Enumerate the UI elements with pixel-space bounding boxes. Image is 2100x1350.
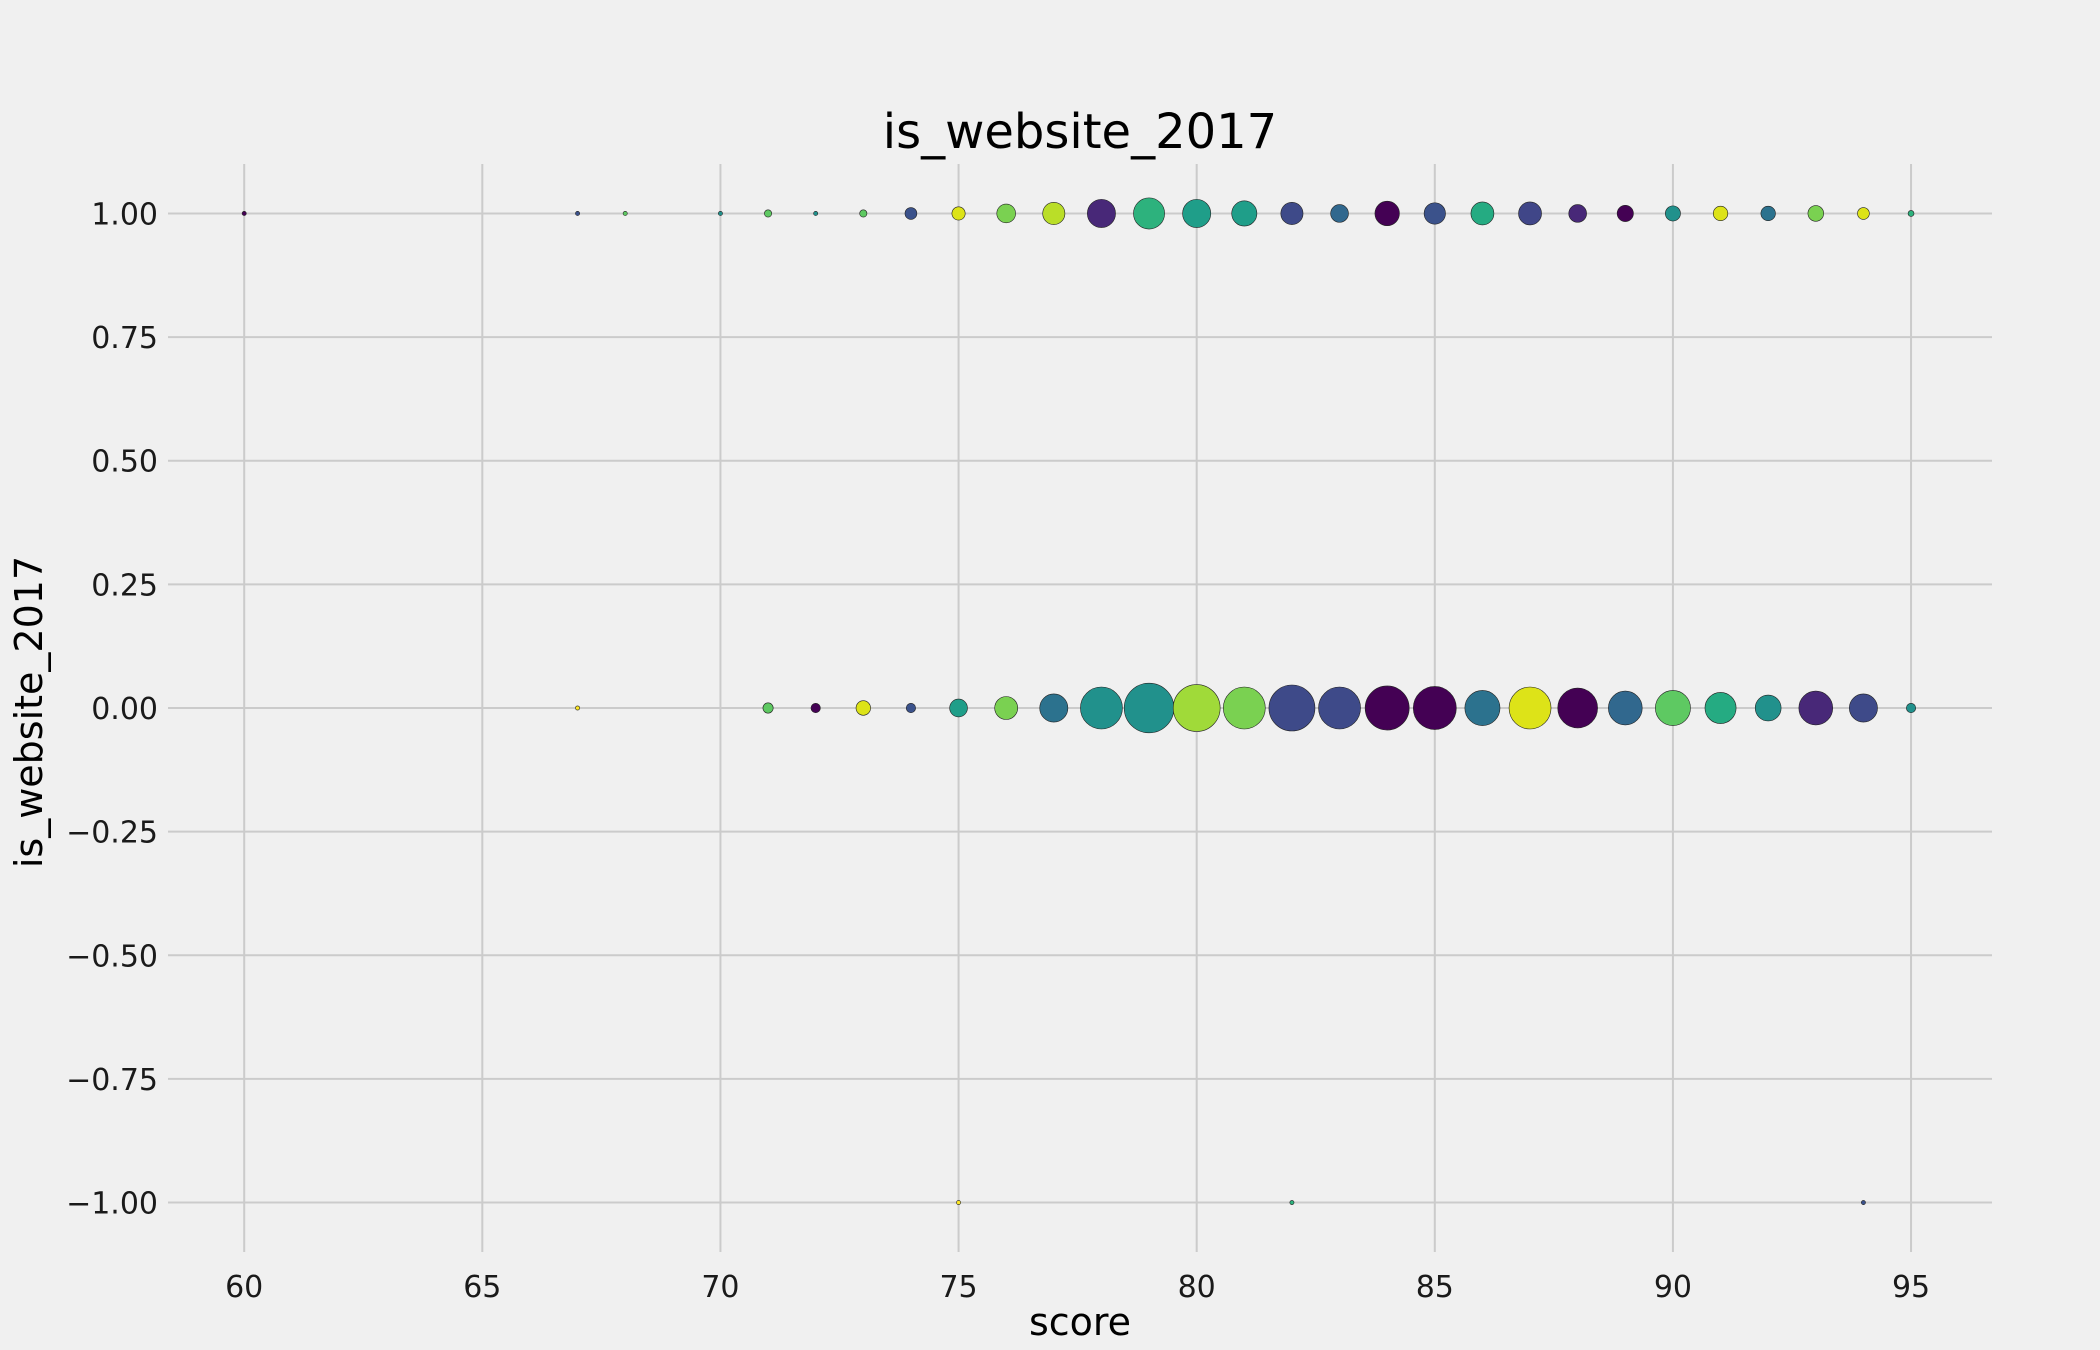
x-tick-label: 95 — [1892, 1270, 1930, 1305]
data-point — [1123, 682, 1175, 734]
y-axis-label: is_website_2017 — [7, 556, 51, 868]
y-tick-label: 0.50 — [91, 445, 158, 480]
chart-title: is_website_2017 — [883, 104, 1277, 160]
data-point — [1423, 202, 1446, 225]
data-point — [1907, 210, 1915, 217]
data-point — [1704, 692, 1737, 724]
data-point — [1080, 686, 1123, 730]
data-point — [1470, 201, 1495, 226]
data-point — [904, 207, 918, 220]
data-point — [1508, 686, 1552, 730]
data-point — [1268, 684, 1316, 732]
data-point — [241, 211, 247, 216]
data-point — [813, 211, 819, 216]
data-point — [1172, 684, 1221, 732]
data-point — [1754, 694, 1782, 722]
data-point — [1655, 690, 1691, 726]
data-point — [1557, 687, 1598, 729]
data-point — [994, 696, 1018, 720]
data-point — [1231, 200, 1258, 227]
data-point — [810, 703, 821, 713]
data-point — [951, 206, 966, 221]
data-point — [905, 703, 916, 713]
data-point — [1464, 690, 1501, 726]
data-point — [1849, 693, 1878, 723]
x-tick-label: 70 — [701, 1270, 739, 1305]
data-point — [859, 209, 868, 218]
data-point — [1182, 199, 1212, 228]
data-point — [718, 211, 723, 216]
data-point — [1608, 690, 1643, 726]
data-point — [1133, 197, 1165, 230]
data-point — [1518, 201, 1542, 226]
y-tick-labels: −1.00 −0.75 −0.50 −0.25 0.00 0.25 0.50 0.75 1.00 — [66, 197, 158, 1221]
y-tick-label: −1.00 — [66, 1187, 158, 1222]
data-point — [855, 700, 871, 716]
x-axis-label: score — [1029, 1300, 1131, 1344]
data-point — [1807, 205, 1824, 222]
data-point — [622, 211, 628, 216]
x-tick-label: 85 — [1416, 1270, 1454, 1305]
x-tick-label: 75 — [939, 1270, 977, 1305]
x-tick-label: 80 — [1178, 1270, 1216, 1305]
data-point — [1318, 686, 1361, 730]
data-point — [764, 209, 772, 218]
data-point — [996, 203, 1016, 224]
data-point — [1665, 205, 1681, 222]
data-point — [949, 698, 968, 718]
x-tick-label: 65 — [463, 1270, 501, 1305]
data-points — [241, 197, 1917, 1205]
data-point — [1906, 703, 1917, 713]
data-point — [1760, 205, 1776, 222]
x-tick-label: 60 — [225, 1270, 263, 1305]
data-point — [1364, 685, 1410, 731]
data-point — [1857, 207, 1870, 220]
data-point — [1289, 1200, 1295, 1205]
x-tick-label: 90 — [1654, 1270, 1692, 1305]
y-tick-label: −0.75 — [66, 1063, 158, 1098]
y-tick-label: 0.00 — [91, 692, 158, 727]
data-point — [1616, 205, 1634, 222]
data-point — [1223, 686, 1266, 730]
data-point — [1280, 202, 1304, 225]
data-point — [956, 1200, 961, 1205]
y-tick-label: 0.25 — [91, 568, 158, 603]
y-tick-label: 1.00 — [91, 197, 158, 232]
y-tick-label: −0.25 — [66, 816, 158, 851]
data-point — [1798, 690, 1834, 726]
data-point — [1412, 686, 1457, 730]
y-tick-label: 0.75 — [91, 321, 158, 356]
data-point — [1712, 205, 1729, 222]
data-point — [762, 702, 774, 714]
data-point — [575, 211, 580, 216]
x-tick-labels: 60 65 70 75 80 85 90 95 — [225, 1270, 1930, 1305]
y-tick-label: −0.50 — [66, 939, 158, 974]
data-point — [575, 705, 580, 711]
data-point — [1330, 204, 1349, 223]
data-point — [1042, 202, 1066, 225]
data-point — [1861, 1200, 1866, 1205]
data-point — [1374, 200, 1400, 226]
data-point — [1087, 199, 1116, 228]
data-point — [1568, 204, 1587, 223]
data-point — [1039, 693, 1069, 723]
